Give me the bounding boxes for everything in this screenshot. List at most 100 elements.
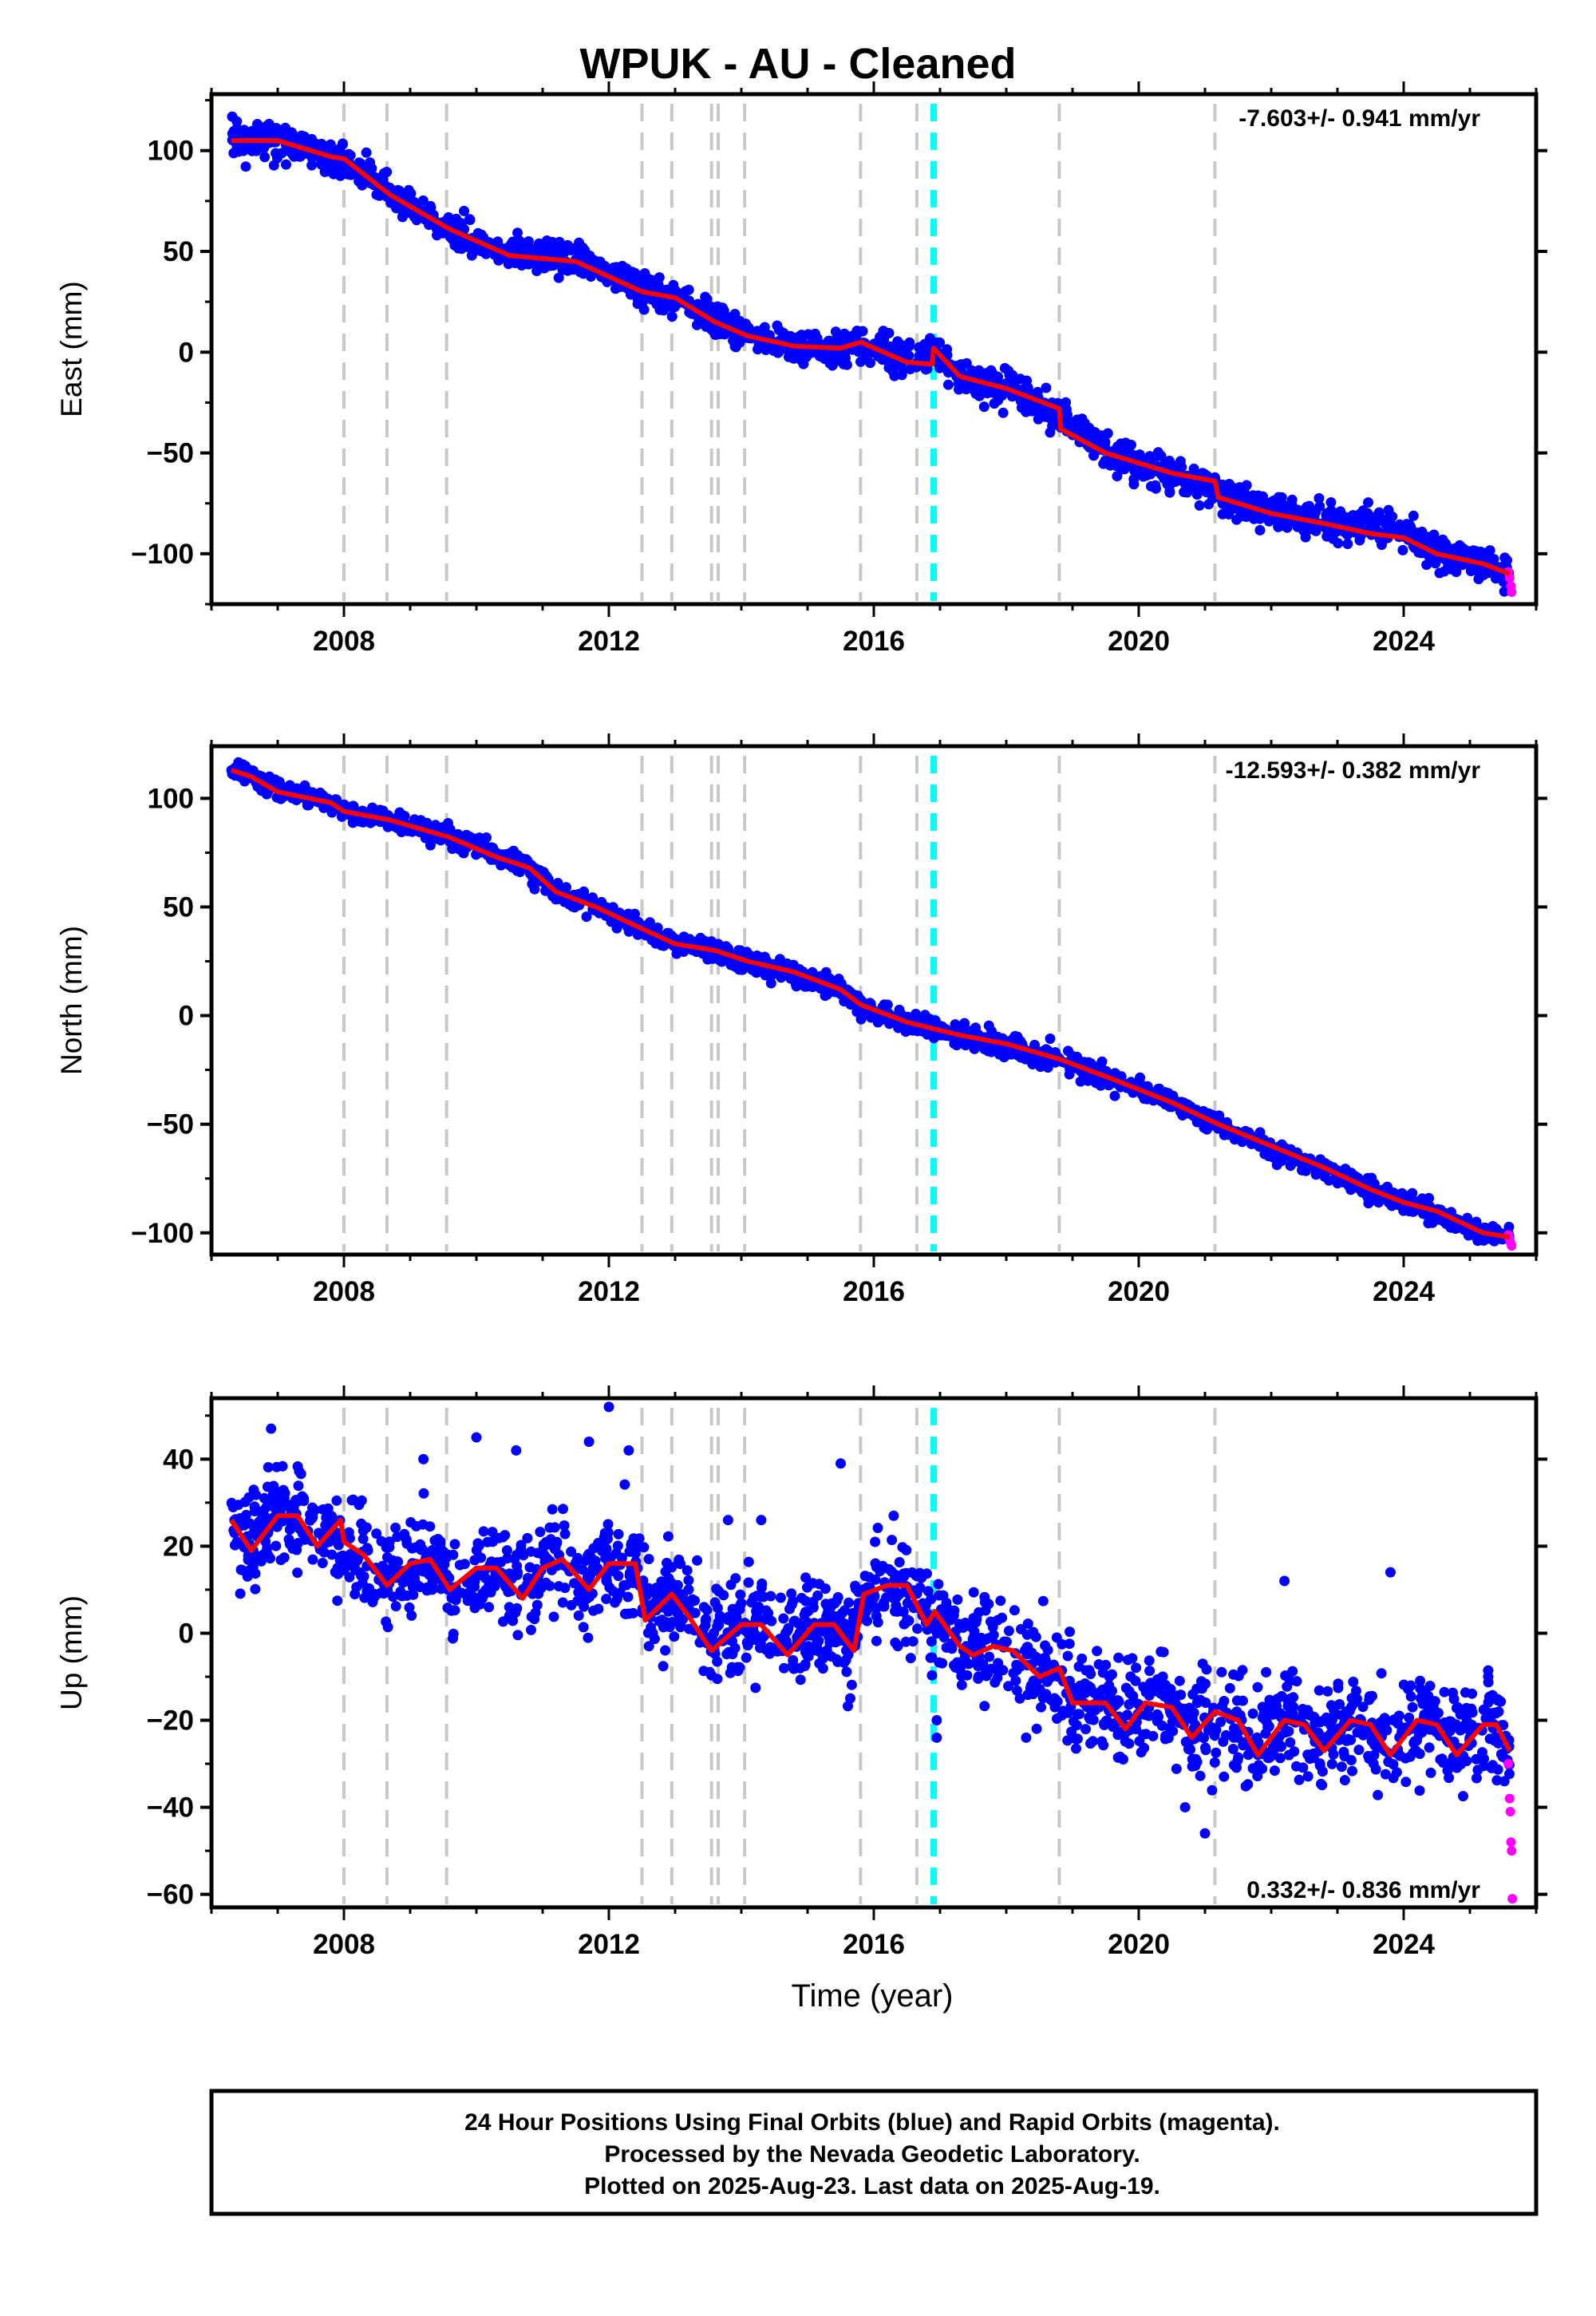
east-final-point	[905, 364, 916, 374]
east-final-point	[459, 205, 469, 216]
east-final-point	[1134, 449, 1145, 460]
up-final-point	[476, 1552, 487, 1563]
east-final-point	[259, 152, 271, 163]
east-final-point	[934, 337, 946, 348]
north-y-tick-label: 50	[163, 891, 194, 923]
north-final-point	[695, 932, 706, 943]
east-final-point	[1490, 573, 1501, 584]
east-final-point	[666, 311, 678, 322]
east-final-point	[1386, 520, 1397, 532]
up-final-point	[718, 1590, 729, 1601]
up-final-point	[1325, 1728, 1337, 1739]
north-final-point	[644, 917, 655, 928]
north-final-point	[559, 896, 570, 907]
east-final-point	[1314, 492, 1325, 504]
up-final-point	[1171, 1763, 1182, 1774]
east-final-point	[878, 326, 889, 337]
up-final-point	[1113, 1652, 1124, 1663]
north-final-point	[430, 820, 441, 831]
up-final-point	[643, 1554, 654, 1564]
east-final-point	[730, 342, 741, 353]
up-final-point	[1483, 1677, 1494, 1688]
up-final-point	[1120, 1736, 1131, 1747]
north-final-point	[1045, 1034, 1056, 1044]
east-final-point	[512, 227, 523, 239]
east-final-point	[1502, 555, 1512, 566]
up-final-point	[1037, 1595, 1049, 1607]
north-final-point	[1363, 1198, 1374, 1209]
chart-title: WPUK - AU - Cleaned	[579, 40, 1016, 88]
up-final-point	[907, 1636, 918, 1647]
up-final-point	[390, 1522, 401, 1533]
north-final-point	[425, 840, 436, 851]
east-final-point	[1231, 514, 1242, 525]
north-final-point	[1332, 1178, 1343, 1189]
east-final-point	[1328, 533, 1338, 544]
up-final-point	[1209, 1730, 1220, 1741]
up-final-point	[321, 1512, 332, 1524]
up-final-point	[976, 1632, 987, 1643]
east-final-point	[263, 118, 275, 129]
up-final-point	[905, 1653, 916, 1664]
up-final-point	[1124, 1699, 1135, 1710]
up-final-point	[1207, 1722, 1218, 1733]
east-final-point	[291, 149, 302, 160]
up-final-point	[698, 1666, 709, 1677]
east-final-point	[989, 387, 1000, 398]
north-final-point	[507, 848, 518, 859]
east-final-point	[865, 358, 875, 369]
north-final-point	[581, 911, 592, 923]
up-final-point	[526, 1624, 536, 1635]
up-final-point	[817, 1663, 828, 1674]
east-final-point	[566, 245, 577, 255]
up-final-point	[845, 1693, 855, 1704]
east-final-point	[251, 125, 263, 136]
east-x-tick-label: 2016	[843, 626, 905, 657]
east-final-point	[1128, 474, 1140, 484]
east-final-point	[617, 260, 628, 271]
east-final-point	[956, 359, 967, 370]
east-final-point	[1191, 489, 1203, 500]
east-final-point	[966, 368, 978, 379]
up-final-point	[734, 1662, 745, 1673]
up-final-point	[1347, 1765, 1357, 1777]
up-final-point	[1247, 1708, 1258, 1719]
up-final-point	[1483, 1665, 1494, 1676]
up-final-point	[1483, 1691, 1495, 1702]
east-final-point	[1041, 382, 1052, 393]
up-final-point	[646, 1622, 657, 1633]
east-final-point	[895, 339, 907, 350]
north-final-point	[751, 951, 762, 962]
east-final-point	[1294, 520, 1305, 531]
up-final-point	[390, 1601, 401, 1612]
up-final-point	[1357, 1701, 1369, 1713]
north-final-point	[950, 1019, 961, 1030]
north-final-point	[1254, 1127, 1266, 1138]
north-final-point	[496, 860, 507, 871]
north-final-point	[1203, 1121, 1214, 1132]
east-rapid-point	[1507, 587, 1517, 597]
up-final-point	[1071, 1743, 1081, 1754]
east-final-point	[478, 232, 489, 243]
north-final-point	[1366, 1172, 1377, 1184]
up-final-point	[535, 1527, 546, 1537]
up-final-point	[279, 1552, 290, 1563]
up-final-point	[1439, 1686, 1450, 1697]
east-final-point	[1326, 508, 1337, 519]
up-final-point	[643, 1641, 654, 1652]
up-final-point	[1471, 1753, 1482, 1765]
east-final-point	[361, 147, 372, 158]
up-final-point	[1383, 1757, 1394, 1767]
east-final-point	[1354, 535, 1365, 546]
up-final-point	[1197, 1658, 1208, 1670]
up-final-point	[1415, 1675, 1426, 1686]
north-final-point	[520, 854, 531, 865]
east-final-point	[275, 128, 286, 139]
up-final-point	[956, 1679, 967, 1690]
up-final-point	[547, 1504, 558, 1515]
north-final-point	[1035, 1061, 1046, 1073]
east-final-point	[272, 152, 282, 164]
